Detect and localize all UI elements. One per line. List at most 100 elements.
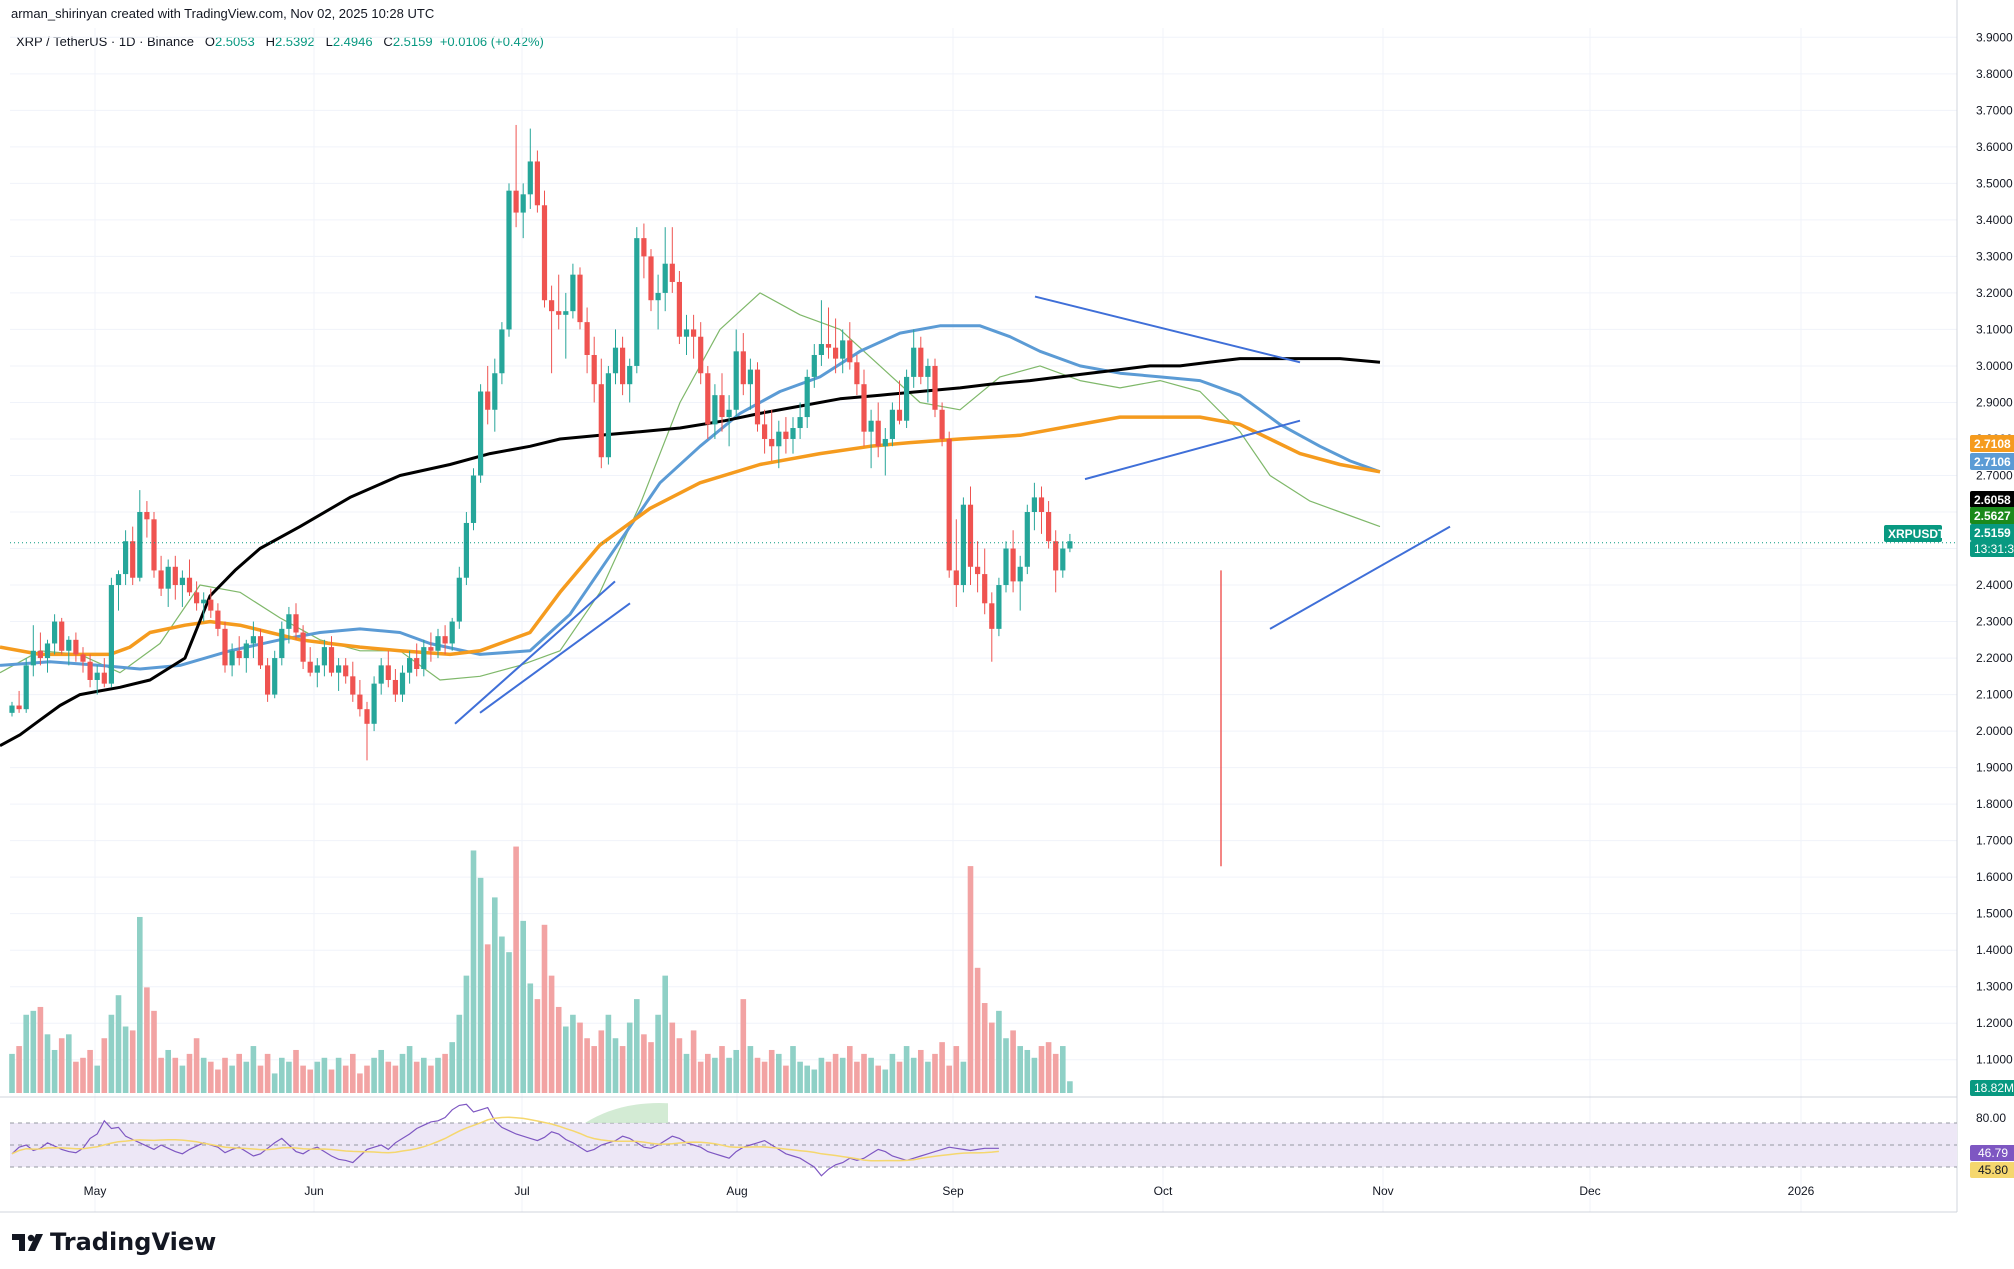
candle[interactable] — [378, 665, 384, 684]
candle[interactable] — [627, 365, 633, 385]
candle[interactable] — [634, 238, 640, 366]
candle[interactable] — [300, 632, 306, 662]
candle[interactable] — [804, 376, 810, 418]
trendline[interactable] — [479, 602, 631, 714]
candle[interactable] — [882, 438, 888, 447]
candle[interactable] — [790, 428, 796, 439]
candle[interactable] — [527, 161, 533, 195]
candle[interactable] — [811, 354, 817, 377]
candle[interactable] — [982, 574, 988, 604]
candle[interactable] — [158, 570, 164, 589]
candle[interactable] — [896, 409, 903, 421]
candle[interactable] — [932, 365, 938, 410]
candle[interactable] — [123, 541, 129, 575]
candle[interactable] — [428, 647, 434, 651]
candle[interactable] — [847, 340, 853, 363]
candle[interactable] — [1067, 541, 1073, 549]
candle[interactable] — [762, 424, 768, 439]
candle[interactable] — [840, 340, 846, 359]
candle[interactable] — [570, 274, 576, 312]
candle[interactable] — [563, 311, 569, 315]
candle[interactable] — [534, 161, 540, 206]
candle[interactable] — [712, 395, 718, 425]
candle[interactable] — [683, 329, 690, 337]
candle[interactable] — [939, 409, 945, 439]
candle[interactable] — [825, 344, 832, 348]
candle[interactable] — [669, 263, 675, 282]
candle[interactable] — [243, 643, 249, 659]
candle[interactable] — [435, 636, 441, 651]
candle[interactable] — [236, 650, 242, 659]
candle[interactable] — [953, 570, 959, 586]
candle[interactable] — [506, 190, 512, 330]
candle[interactable] — [385, 665, 391, 680]
candle[interactable] — [1024, 512, 1030, 567]
candle[interactable] — [1038, 497, 1045, 513]
candle[interactable] — [911, 347, 917, 377]
candle[interactable] — [130, 541, 136, 578]
candle[interactable] — [407, 658, 413, 673]
candle[interactable] — [37, 650, 43, 659]
candle[interactable] — [364, 709, 370, 724]
candle[interactable] — [1060, 548, 1066, 571]
candle[interactable] — [442, 636, 448, 644]
candle[interactable] — [861, 384, 867, 432]
candle[interactable] — [59, 621, 65, 651]
candle[interactable] — [662, 263, 668, 293]
candle[interactable] — [769, 438, 775, 447]
candle[interactable] — [726, 409, 732, 418]
candle[interactable] — [975, 566, 981, 575]
candle[interactable] — [392, 679, 398, 695]
candle[interactable] — [108, 585, 114, 684]
candle[interactable] — [73, 639, 79, 655]
candle[interactable] — [165, 566, 171, 589]
trendline[interactable] — [1034, 295, 1301, 364]
candle[interactable] — [904, 376, 910, 421]
candle[interactable] — [925, 365, 931, 377]
candle[interactable] — [492, 373, 498, 410]
candle[interactable] — [30, 650, 36, 666]
candle[interactable] — [875, 420, 881, 447]
candle[interactable] — [293, 614, 299, 633]
candle[interactable] — [336, 665, 342, 673]
candle[interactable] — [87, 661, 93, 680]
candle[interactable] — [967, 504, 974, 567]
candle[interactable] — [833, 347, 839, 359]
candle[interactable] — [350, 676, 356, 695]
candle[interactable] — [414, 658, 420, 670]
candle[interactable] — [137, 512, 143, 578]
candle[interactable] — [1010, 548, 1016, 582]
candle[interactable] — [1031, 497, 1037, 513]
candle[interactable] — [222, 628, 228, 666]
candle[interactable] — [655, 292, 661, 301]
candle[interactable] — [321, 647, 327, 666]
candle[interactable] — [691, 329, 697, 337]
candle[interactable] — [250, 636, 256, 644]
candle[interactable] — [94, 672, 100, 680]
candle[interactable] — [80, 654, 86, 662]
candle[interactable] — [740, 351, 746, 385]
candle[interactable] — [1017, 566, 1023, 582]
candle[interactable] — [357, 694, 363, 710]
candle[interactable] — [1053, 541, 1059, 571]
candle[interactable] — [719, 395, 725, 418]
candle[interactable] — [620, 347, 626, 385]
candle[interactable] — [1046, 512, 1052, 542]
candle[interactable] — [456, 577, 462, 622]
candle[interactable] — [208, 599, 214, 611]
candle[interactable] — [520, 194, 526, 213]
candle[interactable] — [946, 438, 952, 571]
candle[interactable] — [66, 639, 72, 651]
candle[interactable] — [257, 636, 264, 666]
candle[interactable] — [591, 354, 597, 385]
candle[interactable] — [485, 391, 491, 410]
candle[interactable] — [541, 205, 548, 301]
candle[interactable] — [641, 238, 647, 257]
candle[interactable] — [229, 650, 235, 666]
candle[interactable] — [371, 683, 377, 724]
candle[interactable] — [52, 621, 58, 644]
candle[interactable] — [470, 475, 477, 523]
candle[interactable] — [960, 504, 966, 586]
candle[interactable] — [201, 599, 207, 604]
candle[interactable] — [307, 661, 313, 673]
